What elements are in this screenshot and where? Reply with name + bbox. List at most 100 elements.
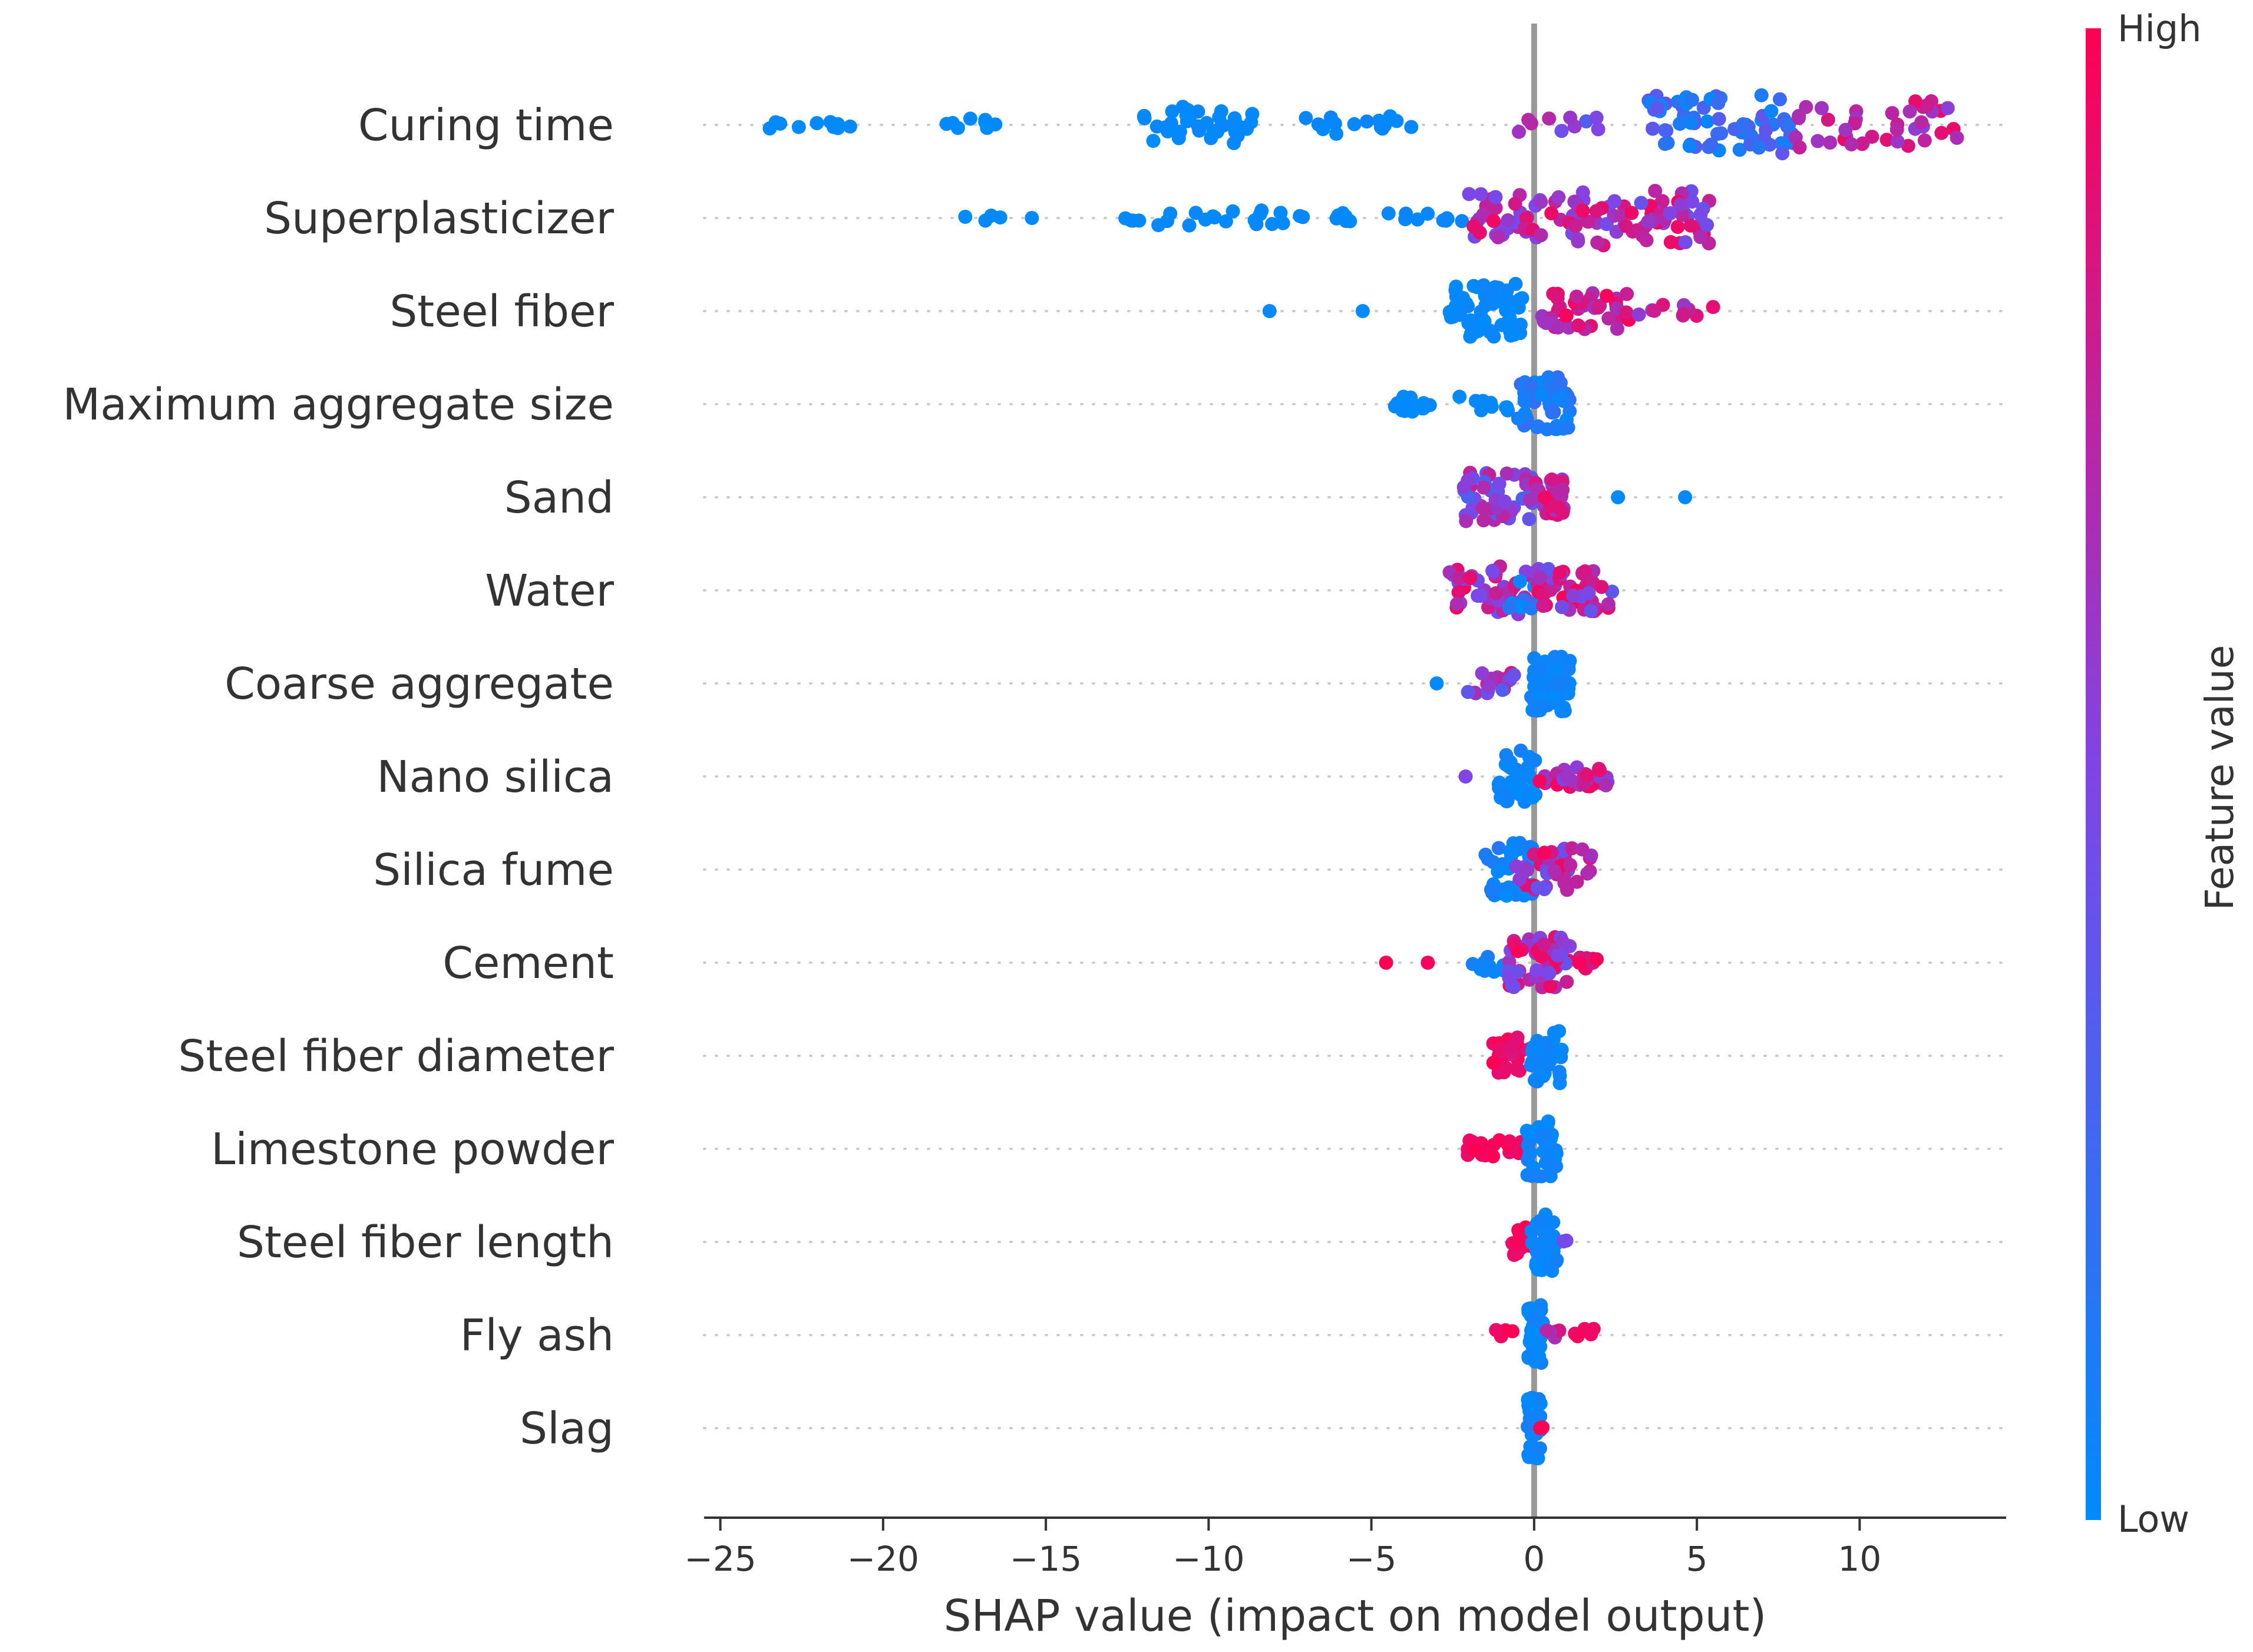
shap-point	[1466, 279, 1481, 293]
shap-point	[1704, 137, 1719, 152]
shap-point	[1555, 675, 1570, 690]
shap-point	[1507, 668, 1521, 682]
shap-point	[1647, 303, 1661, 318]
shap-point	[1575, 203, 1590, 218]
feature-row: Water	[485, 566, 2007, 616]
shap-point	[1532, 774, 1547, 788]
shap-point	[1601, 597, 1616, 612]
shap-point	[939, 117, 954, 131]
shap-point	[1682, 138, 1697, 153]
shap-point	[980, 121, 995, 136]
shap-point	[1531, 419, 1545, 434]
shap-point	[1521, 1392, 1535, 1406]
shap-point	[1544, 206, 1559, 220]
shap-point	[1429, 676, 1444, 690]
feature-row: Slag	[520, 1403, 2007, 1454]
shap-point	[1522, 1147, 1537, 1162]
shap-point	[1533, 1409, 1548, 1423]
shap-point	[1670, 220, 1685, 234]
x-tick-label: −25	[684, 1539, 756, 1579]
shap-point	[1572, 956, 1587, 970]
shap-point	[791, 120, 806, 134]
shap-point	[1510, 1062, 1524, 1077]
feature-label: Maximum aggregate size	[62, 379, 614, 430]
shap-point	[1732, 143, 1747, 157]
shap-point	[1838, 123, 1853, 137]
shap-point	[1560, 883, 1574, 897]
shap-point	[1118, 211, 1133, 226]
shap-point	[1181, 103, 1195, 117]
shap-point	[1509, 1235, 1524, 1250]
feature-row: Cement	[442, 938, 2007, 989]
shap-point	[1542, 655, 1557, 669]
shap-point	[1449, 597, 1464, 612]
shap-point	[1950, 130, 1964, 145]
shap-point	[1476, 480, 1491, 495]
shap-point	[1598, 778, 1613, 792]
shap-point	[1299, 111, 1313, 125]
shap-point	[1528, 753, 1542, 768]
shap-point	[1565, 841, 1580, 855]
colorbar: High Low Feature value	[2086, 7, 2242, 1541]
feature-row: Steel fiber diameter	[178, 1031, 2007, 1082]
shap-point	[1485, 564, 1500, 579]
shap-point	[1523, 378, 1538, 392]
shap-point	[1502, 1134, 1517, 1149]
shap-point	[1700, 217, 1714, 232]
shap-point	[958, 210, 973, 224]
feature-row: Sand	[504, 473, 2007, 523]
shap-point	[1316, 122, 1330, 137]
colorbar-gradient	[2086, 28, 2101, 1520]
shap-point	[1618, 219, 1633, 233]
shap-point	[1461, 685, 1475, 699]
shap-point	[1551, 1048, 1565, 1063]
shap-point	[1373, 120, 1388, 134]
shap-point	[1590, 952, 1604, 967]
shap-point	[1568, 219, 1583, 233]
shap-point	[1685, 92, 1699, 107]
shap-point	[1550, 291, 1565, 306]
shap-point	[1476, 501, 1490, 516]
shap-point	[1529, 963, 1544, 977]
shap-point	[1775, 146, 1790, 161]
shap-point	[1524, 1224, 1539, 1238]
shap-point	[1619, 305, 1634, 320]
shap-point	[1631, 307, 1646, 322]
shap-point	[1550, 422, 1564, 437]
shap-point	[1541, 1151, 1555, 1165]
shap-point	[1540, 1323, 1554, 1338]
shap-point	[1524, 1323, 1538, 1337]
shap-point	[1474, 187, 1488, 201]
shap-point	[1513, 318, 1528, 332]
shap-point	[1491, 864, 1505, 879]
shap-point	[1494, 318, 1509, 332]
shap-point	[1811, 134, 1825, 148]
feature-row: Coarse aggregate	[224, 659, 2007, 709]
shap-point	[1659, 123, 1674, 138]
shap-point	[1521, 113, 1536, 127]
shap-point	[1575, 842, 1590, 857]
shap-point	[1581, 214, 1595, 229]
shap-point	[1519, 211, 1534, 226]
shap-point	[1693, 230, 1708, 245]
shap-point	[1537, 937, 1552, 952]
shap-point	[1673, 117, 1687, 131]
shap-point	[1591, 122, 1605, 137]
shap-point	[1678, 235, 1693, 250]
shap-point	[1901, 138, 1915, 153]
shap-point	[1571, 234, 1585, 249]
shap-point	[1452, 571, 1466, 586]
x-tick-label: −5	[1346, 1539, 1397, 1579]
shap-point	[1542, 111, 1557, 126]
shap-point	[1225, 204, 1240, 219]
shap-point	[1399, 206, 1413, 221]
feature-row: Steel fiber	[389, 286, 2007, 337]
shap-point	[1502, 600, 1517, 615]
shap-point	[1501, 213, 1515, 227]
shap-point	[1557, 700, 1571, 715]
colorbar-low-label: Low	[2117, 1498, 2189, 1541]
x-tick-label: 5	[1686, 1539, 1708, 1579]
shap-point	[1539, 1052, 1554, 1066]
shap-point	[1262, 304, 1277, 318]
feature-label: Steel fiber diameter	[178, 1031, 614, 1082]
